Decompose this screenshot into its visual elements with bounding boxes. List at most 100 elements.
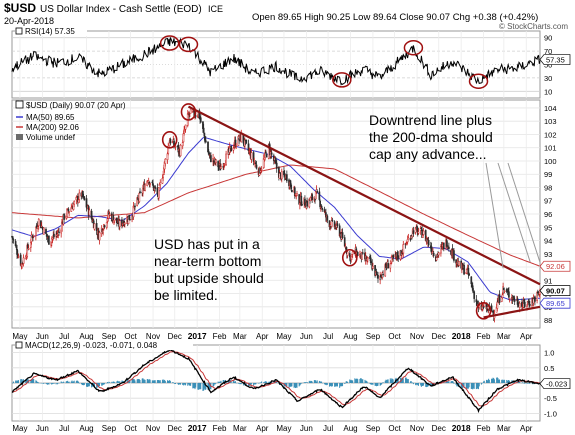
macd-hist-bar <box>169 380 171 383</box>
macd-hist-bar <box>174 383 176 385</box>
candle-body <box>285 174 288 182</box>
macd-hist-bar <box>323 383 325 384</box>
macd-hist-bar <box>192 383 194 389</box>
macd-hist-bar <box>294 383 296 388</box>
macd-hist-bar <box>295 383 297 388</box>
candle-body <box>356 252 359 256</box>
macd-hist-bar <box>366 381 368 383</box>
candle-body <box>240 133 243 143</box>
candle-body <box>442 242 445 250</box>
candle-body <box>513 299 516 302</box>
macd-hist-bar <box>18 380 20 383</box>
macd-hist-bar <box>334 383 336 387</box>
arrow-to-ma200 <box>497 162 531 263</box>
candle-body <box>265 154 268 158</box>
x-tick-label-macd: Oct <box>124 424 137 433</box>
candle-body <box>37 218 40 226</box>
macd-hist-bar <box>526 383 528 384</box>
candle-body <box>22 257 25 264</box>
macd-hist-bar <box>335 383 337 387</box>
macd-hist-bar <box>57 383 59 385</box>
arrow-to-ma200-end <box>507 162 541 264</box>
macd-hist-bar <box>326 383 328 385</box>
macd-hist-bar <box>268 381 270 383</box>
candle-body <box>336 223 339 226</box>
candle-body <box>430 246 433 253</box>
x-tick-label-macd: Apr <box>520 424 533 433</box>
macd-hist-bar <box>485 379 487 383</box>
macd-hist-bar <box>141 378 143 383</box>
candle-body <box>189 109 192 114</box>
price-swatch-icon <box>15 100 24 109</box>
macd-hist-bar <box>25 379 27 383</box>
macd-hist-bar <box>208 383 210 390</box>
macd-hist-bar <box>142 378 144 383</box>
candle-body <box>377 275 379 279</box>
macd-hist-bar <box>227 380 229 383</box>
macd-hist-bar <box>330 383 332 386</box>
macd-hist-bar <box>168 380 170 383</box>
macd-hist-bar <box>177 383 179 384</box>
macd-hist-bar <box>334 383 336 387</box>
macd-hist-bar <box>299 383 301 386</box>
candle-body <box>184 124 187 130</box>
macd-hist-bar <box>75 380 77 383</box>
macd-hist-bar <box>293 383 295 388</box>
candle-body <box>341 232 344 238</box>
macd-hist-bar <box>83 383 85 386</box>
candle-body <box>225 153 227 166</box>
macd-hist-bar <box>468 383 470 388</box>
macd-hist-bar <box>37 381 39 383</box>
macd-hist-bar <box>480 383 482 385</box>
macd-hist-bar <box>410 381 412 383</box>
macd-hist-bar <box>518 381 520 383</box>
macd-hist-bar <box>128 380 130 383</box>
macd-hist-bar <box>52 383 54 384</box>
macd-hist-bar <box>97 383 99 387</box>
macd-hist-bar <box>389 378 391 383</box>
price-value-tag-shape <box>539 285 571 297</box>
candle-body <box>392 255 395 259</box>
x-tick-label-macd: May <box>12 424 27 433</box>
macd-hist-bar <box>50 383 52 384</box>
macd-hist-bar <box>311 381 313 383</box>
macd-hist-bar <box>483 380 485 383</box>
macd-hist-bar <box>392 379 394 383</box>
macd-line <box>11 348 541 414</box>
macd-hist-bar <box>213 383 215 387</box>
macd-hist-bar <box>137 378 139 383</box>
macd-hist-bar <box>72 381 74 383</box>
macd-hist-bar <box>477 383 479 389</box>
macd-hist-bar <box>217 381 219 383</box>
macd-tick-label: 1.0 <box>544 349 554 358</box>
candle-body <box>326 215 329 221</box>
macd-hist-bar <box>232 380 234 383</box>
macd-hist-bar <box>452 381 454 383</box>
x-tick-label: Dec <box>168 332 182 341</box>
price-tick-label: 91 <box>544 276 552 285</box>
macd-hist-bar <box>431 383 433 386</box>
candle-body <box>260 168 263 170</box>
price-tick-label: 104 <box>544 104 557 113</box>
macd-value-tag-text: -0.023 <box>546 380 567 389</box>
candle-body <box>78 192 81 200</box>
macd-hist-bar <box>315 380 317 383</box>
macd-hist-bar <box>478 383 480 390</box>
macd-hist-bar <box>55 383 57 385</box>
macd-hist-bar <box>296 383 298 388</box>
macd-hist-bar <box>273 381 275 383</box>
x-tick-label: Sep <box>102 332 117 341</box>
macd-hist-bar <box>365 380 367 383</box>
price-candles <box>11 106 541 323</box>
macd-hist-bar <box>415 383 417 386</box>
macd-hist-bar <box>70 381 72 383</box>
macd-hist-bar <box>122 380 124 383</box>
price-value-tag-shape <box>539 297 571 309</box>
macd-hist-bar <box>72 381 74 383</box>
x-tick-label: Jul <box>323 332 333 341</box>
candle-body <box>448 246 450 249</box>
macd-hist-bar <box>472 383 474 389</box>
macd-hist-bar <box>399 377 401 383</box>
x-tick-label-macd: Jun <box>300 424 313 433</box>
